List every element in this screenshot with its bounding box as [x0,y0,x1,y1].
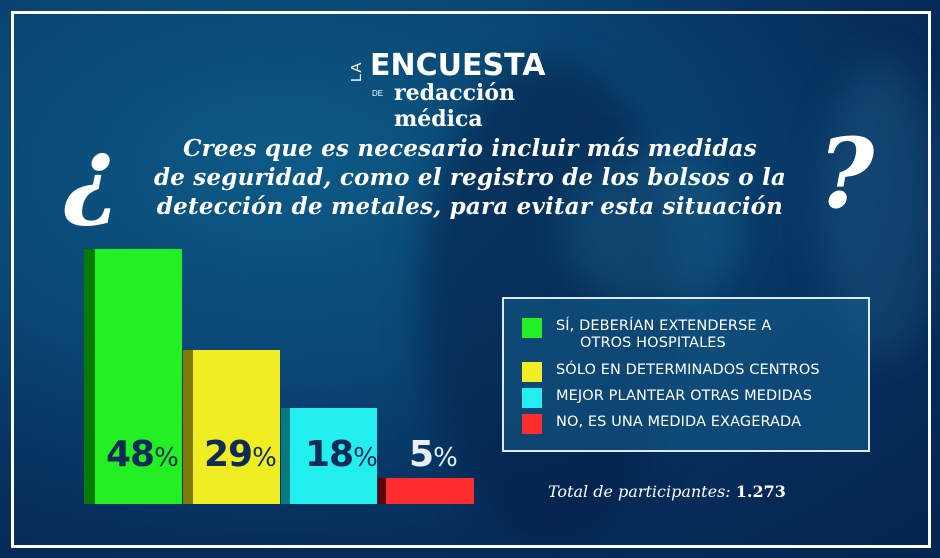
bar-no [378,478,474,504]
bar-side [281,408,291,504]
bar-value: 18 [305,434,354,475]
close-question-mark-icon: ? [818,117,875,230]
open-question-mark-icon: ¿ [64,117,121,230]
bar-value: 5 [409,434,434,475]
legend-swatch-red [522,414,542,434]
legend-label: NO, ES UNA MEDIDA EXAGERADA [556,414,802,430]
legend-item: NO, ES UNA MEDIDA EXAGERADA [522,414,801,434]
bar-solo [183,350,280,504]
logo-brand: redacción médica [394,80,516,132]
bar-side [84,249,96,504]
percent-sign: % [154,443,179,473]
bar-value: 29 [204,434,253,475]
survey-question: Crees que es necesario incluir más medid… [120,134,820,221]
percent-sign: % [353,443,378,473]
percent-sign: % [252,443,277,473]
bar-value-label: 18% [305,434,378,475]
legend-swatch-green [522,318,542,338]
total-label: Total de participantes: [548,482,731,501]
total-participants: Total de participantes: 1.273 [548,482,786,501]
legend-label-line: SÍ, DEBERÍAN EXTENDERSE A [556,318,772,334]
bar-value-label: 5% [409,434,458,475]
logo-prefix: LA [348,61,365,82]
legend-item: SÍ, DEBERÍAN EXTENDERSE A OTROS HOSPITAL… [522,318,771,352]
chart-legend: SÍ, DEBERÍAN EXTENDERSE A OTROS HOSPITAL… [502,297,870,452]
logo-de: DE [372,89,384,98]
legend-swatch-yellow [522,362,542,382]
bar-side [378,478,387,504]
question-line: detección de metales, para evitar esta s… [156,193,784,220]
legend-swatch-cyan [522,388,542,408]
bar-si [84,249,182,504]
bar-mejor [281,408,377,504]
bar-face [95,249,182,504]
legend-label: MEJOR PLANTEAR OTRAS MEDIDAS [556,388,813,404]
bar-value-label: 48% [106,434,179,475]
bar-value-label: 29% [204,434,277,475]
bar-face [386,478,474,504]
total-value: 1.273 [735,482,786,501]
white-frame-border [11,11,931,548]
bar-face [193,350,280,504]
question-line: Crees que es necesario incluir más medid… [183,135,757,162]
question-line: de seguridad, como el registro de los bo… [153,164,786,191]
logo-title: ENCUESTA [370,48,546,83]
legend-item: MEJOR PLANTEAR OTRAS MEDIDAS [522,388,812,408]
legend-label: SÍ, DEBERÍAN EXTENDERSE A OTROS HOSPITAL… [556,318,771,352]
bar-face [290,408,377,504]
legend-item: SÓLO EN DETERMINADOS CENTROS [522,362,820,382]
legend-label: SÓLO EN DETERMINADOS CENTROS [556,362,820,378]
bar-side [183,350,194,504]
logo-la-encuesta: LA ENCUESTA DE redacción médica [340,46,610,132]
bar-value: 48 [106,434,155,475]
legend-label-line: OTROS HOSPITALES [580,335,726,351]
percent-sign: % [433,443,458,473]
